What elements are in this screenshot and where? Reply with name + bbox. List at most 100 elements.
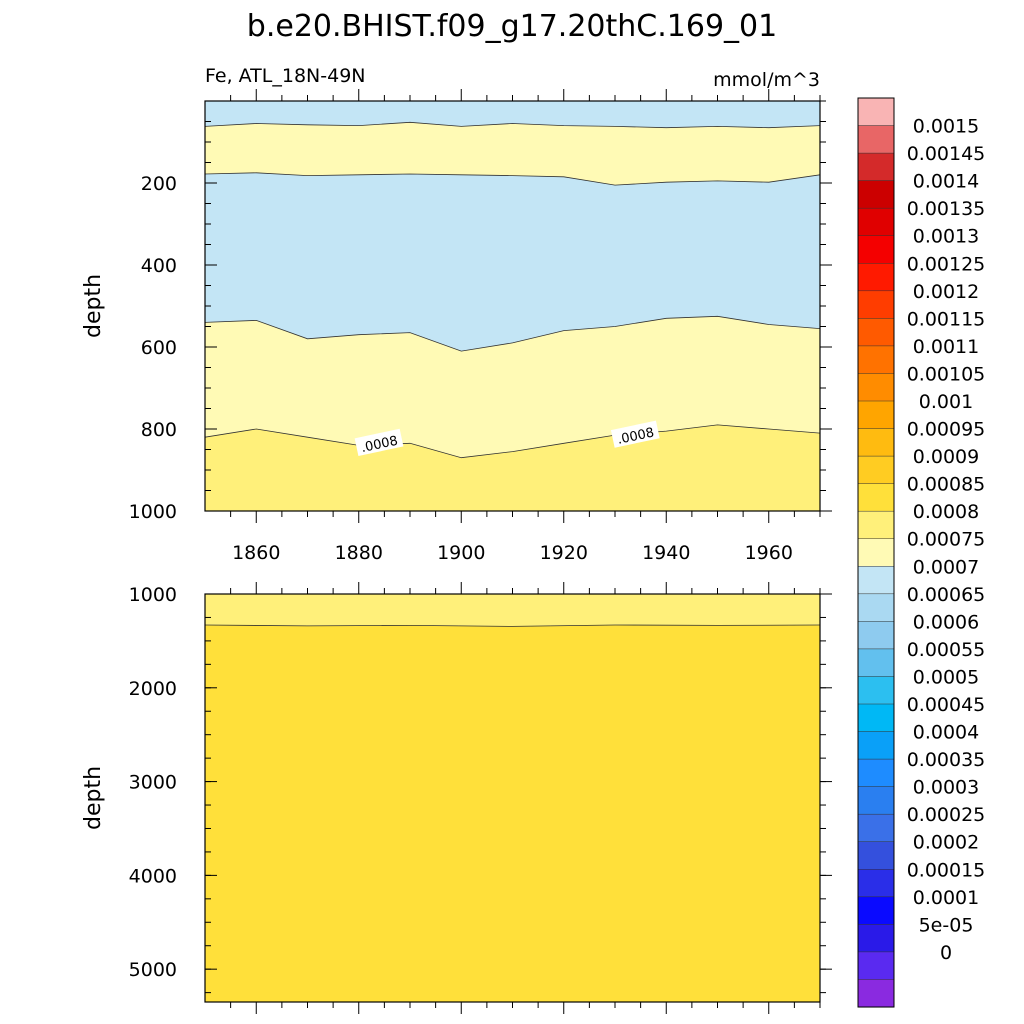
colorbar-label: 0.0003 [913, 777, 979, 799]
colorbar-swatch [857, 896, 895, 925]
colorbar-label: 0.00095 [907, 419, 986, 441]
y-tick-label: 1000 [129, 501, 177, 523]
colorbar-label: 0.00075 [907, 529, 986, 551]
colorbar-swatch [857, 290, 895, 319]
colorbar-label: 0.0013 [913, 226, 979, 248]
x-tick-label: 1900 [437, 542, 485, 564]
colorbar-swatch [857, 703, 895, 733]
colorbar-label: 0.00115 [907, 308, 986, 330]
colorbar-swatch [857, 483, 895, 512]
x-tick-label: 1860 [232, 542, 280, 564]
colorbar-swatch [857, 979, 895, 1008]
colorbar-swatch [857, 345, 895, 375]
x-tick-label: 1960 [745, 542, 793, 564]
colorbar-label: 0 [940, 942, 952, 964]
colorbar-label: 0.00085 [907, 474, 986, 496]
colorbar-swatch [857, 400, 895, 430]
colorbar-label: 0.00025 [907, 804, 986, 826]
y-tick-label: 200 [141, 173, 177, 195]
colorbar-swatch [857, 180, 895, 209]
y-tick-label: 4000 [129, 865, 177, 887]
colorbar-label: 0.00125 [907, 253, 986, 275]
contour-line [204, 121, 821, 129]
y-tick-label: 600 [141, 337, 177, 359]
contour-line [204, 315, 821, 352]
colorbar-label: 0.0005 [913, 667, 979, 689]
colorbar-label: 0.0014 [913, 171, 979, 193]
colorbar-swatch [857, 125, 895, 154]
y-tick-label: 1000 [129, 584, 177, 606]
colorbar-swatch [857, 951, 895, 981]
colorbar-swatch [857, 758, 895, 788]
colorbar-label: 0.0011 [913, 336, 979, 358]
colorbar-swatch [857, 373, 895, 402]
colorbar: 0.0015 0.00145 0.0014 0.00135 0.0013 0.00125 0… [857, 97, 986, 1008]
contour-band [205, 594, 820, 627]
colorbar-label: 0.00065 [907, 584, 986, 606]
colorbar-label: 0.0002 [913, 832, 979, 854]
y-tick-label: 2000 [129, 678, 177, 700]
chart-title: b.e20.BHIST.f09_g17.20thC.169_01 [247, 9, 777, 44]
colorbar-swatch [857, 731, 895, 760]
y-tick-label: 800 [141, 419, 177, 441]
colorbar-label: 0.0006 [913, 611, 979, 633]
colorbar-label: 0.00035 [907, 749, 986, 771]
colorbar-label: 0.0012 [913, 281, 979, 303]
colorbar-swatch [857, 648, 895, 678]
contour-band [205, 316, 820, 458]
colorbar-label: 0.00105 [907, 364, 986, 386]
contour-line [204, 624, 821, 627]
contour-line [204, 424, 821, 459]
contour-band [205, 101, 820, 128]
y-tick-label: 400 [141, 255, 177, 277]
colorbar-swatch [857, 841, 895, 870]
colorbar-swatch [857, 538, 895, 567]
colorbar-label: 0.0001 [913, 887, 979, 909]
colorbar-swatch [857, 152, 895, 182]
colorbar-swatch [857, 235, 895, 264]
colorbar-swatch [857, 593, 895, 622]
lower-panel: 1000 2000 3000 4000 5000 depth [81, 582, 832, 1014]
colorbar-swatch [857, 869, 895, 898]
colorbar-swatch [857, 566, 895, 595]
colorbar-swatch [857, 924, 895, 953]
colorbar-label: 0.00045 [907, 694, 986, 716]
panel-subtitle-right: mmol/m^3 [713, 69, 820, 91]
colorbar-label: 0.0015 [913, 116, 979, 138]
colorbar-swatch [857, 786, 895, 815]
colorbar-label: 0.0004 [913, 722, 979, 744]
colorbar-swatch [857, 97, 895, 127]
colorbar-swatch [857, 455, 895, 485]
colorbar-label: 0.00055 [907, 639, 986, 661]
colorbar-label: 0.0008 [913, 501, 979, 523]
contour-band [205, 172, 820, 352]
colorbar-swatch [857, 263, 895, 292]
colorbar-label: 0.0009 [913, 446, 979, 468]
x-tick-label: 1940 [642, 542, 690, 564]
colorbar-label: 0.00145 [907, 143, 986, 165]
panel-subtitle-left: Fe, ATL_18N-49N [205, 65, 366, 87]
colorbar-swatch [857, 813, 895, 843]
colorbar-swatch [857, 318, 895, 347]
colorbar-label: 0.0007 [913, 556, 979, 578]
y-axis-label: depth [81, 766, 106, 830]
colorbar-swatch [857, 428, 895, 457]
colorbar-swatch [857, 621, 895, 650]
colorbar-label: 0.00015 [907, 859, 986, 881]
colorbar-swatch [857, 207, 895, 237]
colorbar-label: 0.00135 [907, 198, 986, 220]
colorbar-label: 0.001 [919, 391, 973, 413]
y-axis-label: depth [81, 274, 106, 338]
contour-band [205, 122, 820, 186]
x-tick-label: 1920 [540, 542, 588, 564]
contour-line [204, 172, 821, 186]
colorbar-label: 5e-05 [919, 914, 974, 936]
colorbar-frame [857, 97, 895, 1008]
upper-panel: 200 400 600 800 1000 depth 1860 1880 1900 1920 194… [81, 89, 832, 564]
colorbar-swatch [857, 510, 895, 540]
contour-band [205, 625, 820, 1002]
x-tick-label: 1880 [335, 542, 383, 564]
y-tick-label: 3000 [129, 772, 177, 794]
colorbar-swatch [857, 676, 895, 705]
